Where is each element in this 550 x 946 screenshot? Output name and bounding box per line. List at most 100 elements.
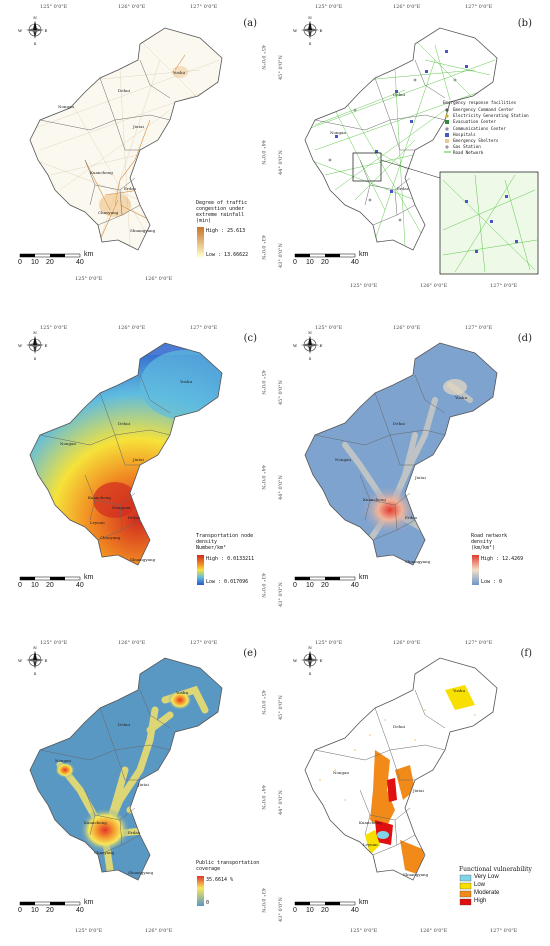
compass-w: W <box>293 28 298 33</box>
panel-label: (f) <box>520 648 532 659</box>
compass-s: S <box>34 41 37 46</box>
place-chaoyang: Chaoyang <box>98 210 119 215</box>
legend-item: Evacuation Center <box>453 119 496 124</box>
coord-lat: 45° 0'0"N <box>278 695 284 720</box>
place-jiutai: Jiutai <box>413 788 424 793</box>
place-shuangyang: Shuangyang <box>405 559 431 564</box>
coord-top: 125° 0'0"E <box>40 325 68 331</box>
legend-title: Road network density (km/km²) <box>471 533 508 551</box>
coord-lat: 44° 0'0"N <box>278 475 284 500</box>
compass-e: E <box>45 658 48 663</box>
scale-unit: km <box>359 899 369 906</box>
coord-top: 126° 0'0"E <box>393 325 421 331</box>
place-kuancheng: Kuancheng <box>88 495 111 500</box>
place-dehui: Dehui <box>118 88 131 93</box>
coord-top: 125° 0'0"E <box>40 640 68 646</box>
place-kuancheng: Kuancheng <box>84 820 107 825</box>
place-dehui: Dehui <box>393 92 406 97</box>
scale-10: 10 <box>306 582 314 589</box>
coord-top: 126° 0'0"E <box>118 640 146 646</box>
panel-label: (c) <box>243 333 257 344</box>
legend-item: Electricity Generating Station <box>453 113 529 118</box>
scale-20: 20 <box>46 582 54 589</box>
legend-item: Road Network <box>453 150 484 155</box>
coord-top: 127° 0'0"E <box>465 640 493 646</box>
scale-10: 10 <box>31 907 39 914</box>
scale-40: 40 <box>351 259 359 266</box>
coord-bottom: 126° 0'0"E <box>420 283 448 289</box>
place-dehui: Dehui <box>118 722 131 727</box>
place-shuangyang: Shuangyang <box>128 870 154 875</box>
coord-lat: 44° 0'0"N <box>278 790 284 815</box>
scale-10: 10 <box>306 907 314 914</box>
compass-n: N <box>308 15 312 20</box>
legend-item: Gas Station <box>453 144 481 149</box>
legend-low: Low : 0 <box>481 579 503 585</box>
place-nongan: Nongan <box>333 770 350 775</box>
legend-class-very-low: Very Low <box>474 874 499 880</box>
coord-bottom: 126° 0'0"E <box>145 928 173 934</box>
legend-class-moderate: Moderate <box>474 890 500 896</box>
place-erdao: Erdao <box>405 515 418 520</box>
panel-f-functional-vulnerability: N S W E (f) Functional vulnerability Very L… <box>275 630 550 945</box>
compass-icon: N S W E <box>18 645 48 676</box>
coord-bottom: 125° 0'0"E <box>75 928 103 934</box>
coord-bottom: 125° 0'0"E <box>75 276 103 282</box>
compass-e: E <box>320 658 323 663</box>
compass-n: N <box>33 645 37 650</box>
coord-top: 126° 0'0"E <box>393 4 421 10</box>
compass-n: N <box>33 330 37 335</box>
coord-lat: 43° 0'0"N <box>260 573 266 598</box>
panel-label: (b) <box>517 18 532 29</box>
place-shuangyang: Shuangyang <box>130 228 156 233</box>
compass-w: W <box>18 28 23 33</box>
compass-icon: N S W E <box>293 645 323 676</box>
place-nongan: Nongan <box>335 457 352 462</box>
compass-icon: N S W E <box>293 330 323 361</box>
legend-title: Transportation node density Number/km² <box>196 533 254 551</box>
compass-e: E <box>45 28 48 33</box>
place-erdao: Erdao <box>128 830 141 835</box>
legend-title: Public transportation coverage <box>196 860 260 872</box>
legend-low: 0 <box>206 900 210 906</box>
scale-unit: km <box>84 899 94 906</box>
scale-40: 40 <box>351 907 359 914</box>
compass-s: S <box>309 671 312 676</box>
coord-top: 127° 0'0"E <box>190 4 218 10</box>
place-kuancheng: Kuancheng <box>90 170 113 175</box>
coord-bottom: 127° 0'0"E <box>490 283 518 289</box>
coord-top: 126° 0'0"E <box>393 640 421 646</box>
place-nongan: Nongan <box>58 104 75 109</box>
coord-lat: 44° 0'0"N <box>278 150 284 175</box>
place-shuangyang: Shuangyang <box>130 557 156 562</box>
coord-top: 125° 0'0"E <box>315 325 343 331</box>
legend-item: Communications Center <box>453 126 506 131</box>
coord-bottom: 125° 0'0"E <box>350 283 378 289</box>
place-jiutai: Jiutai <box>415 475 426 480</box>
coord-lat: 43° 0'0"N <box>278 582 284 607</box>
scale-20: 20 <box>46 259 54 266</box>
panel-label: (e) <box>243 648 257 659</box>
place-jiutai: Jiutai <box>133 124 144 129</box>
scale-40: 40 <box>76 582 84 589</box>
compass-e: E <box>45 343 48 348</box>
coord-lat: 43° 0'0"N <box>278 897 284 922</box>
scale-0: 0 <box>293 259 297 266</box>
place-erdao: Erdao <box>397 186 410 191</box>
compass-w: W <box>293 343 298 348</box>
facility-legend-symbols <box>444 108 451 153</box>
coord-lat: 45° 0'0"N <box>260 370 266 395</box>
legend-class-high: High <box>474 898 487 904</box>
compass-n: N <box>33 15 37 20</box>
legend-high: High : 25.613 <box>206 228 246 234</box>
compass-s: S <box>34 356 37 361</box>
coord-lat: 43° 0'0"N <box>260 235 266 260</box>
place-chaoyang: Chaoyang <box>100 535 121 540</box>
panel-b-emergency-facilities: N S W E (b) Emergency response facilities E… <box>275 0 550 315</box>
scale-40: 40 <box>76 259 84 266</box>
place-dehui: Dehui <box>393 724 406 729</box>
compass-n: N <box>308 645 312 650</box>
place-chaoyang: Chaoyang <box>94 850 115 855</box>
scale-20: 20 <box>321 259 329 266</box>
scale-unit: km <box>84 251 94 258</box>
